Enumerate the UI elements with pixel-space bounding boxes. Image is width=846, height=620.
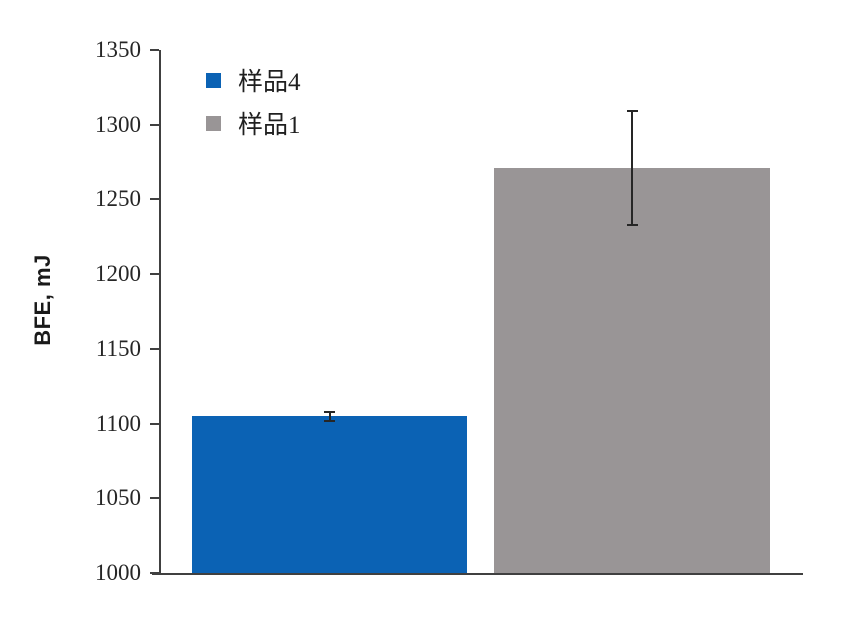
y-tick xyxy=(150,198,159,201)
legend-swatch-icon xyxy=(206,72,221,88)
error-bar-cap xyxy=(324,410,335,413)
y-tick-label: 1100 xyxy=(95,410,141,436)
y-tick xyxy=(150,572,159,574)
legend-item-2: 样品1 xyxy=(206,108,301,139)
bar-1 xyxy=(192,416,467,573)
y-tick-label: 1200 xyxy=(95,261,141,287)
legend-label: 样品4 xyxy=(238,69,301,96)
y-tick-label: 1150 xyxy=(95,335,141,361)
y-tick-label: 1050 xyxy=(95,485,141,511)
error-bar xyxy=(328,411,331,421)
bar-2 xyxy=(494,168,770,573)
legend-label: 样品1 xyxy=(238,112,301,139)
y-tick-label: 1000 xyxy=(95,560,141,585)
legend: 样品4 样品1 xyxy=(206,65,301,151)
y-tick-label: 1300 xyxy=(95,111,141,137)
y-tick xyxy=(150,49,159,51)
error-bar-cap xyxy=(324,419,335,422)
y-tick xyxy=(150,497,159,500)
legend-swatch-icon xyxy=(206,115,221,131)
legend-item-1: 样品4 xyxy=(206,65,301,96)
y-axis-line xyxy=(159,50,161,575)
y-tick-label: 1350 xyxy=(95,37,141,62)
error-bar xyxy=(631,111,633,225)
x-axis-line xyxy=(152,573,803,575)
y-tick xyxy=(150,123,159,126)
error-bar-cap xyxy=(626,110,638,113)
error-bar-cap xyxy=(626,223,638,226)
y-tick xyxy=(150,347,159,350)
y-tick-label: 1250 xyxy=(95,186,141,212)
y-tick xyxy=(150,273,159,276)
y-tick xyxy=(150,422,159,425)
